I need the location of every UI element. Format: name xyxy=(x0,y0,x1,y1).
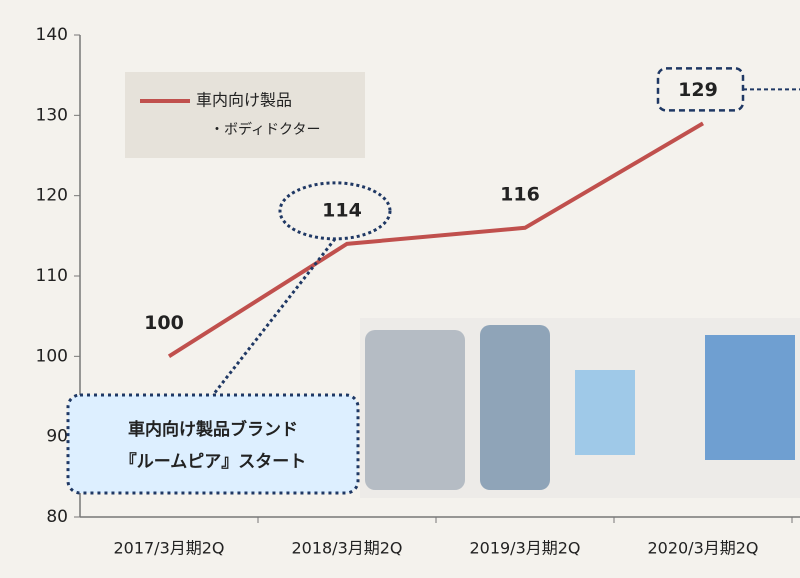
x-tick-label: 2019/3月期2Q xyxy=(469,539,580,558)
y-tick-label: 100 xyxy=(36,346,68,366)
legend-note: ・ボディドクター xyxy=(210,121,320,138)
annotation-box xyxy=(66,393,360,495)
y-tick-label: 120 xyxy=(36,186,68,206)
product-image xyxy=(480,325,550,490)
y-tick-label: 140 xyxy=(36,25,68,45)
y-tick-label: 90 xyxy=(46,427,68,447)
product-image xyxy=(365,330,465,490)
annotation-line: 車内向け製品ブランド xyxy=(128,419,298,440)
y-tick-label: 110 xyxy=(36,266,68,286)
data-label: 129 xyxy=(678,79,718,101)
data-label: 100 xyxy=(144,312,184,334)
x-tick-label: 2020/3月期2Q xyxy=(647,539,758,558)
y-tick-label: 80 xyxy=(46,507,68,527)
product-image xyxy=(705,335,795,460)
x-tick-label: 2018/3月期2Q xyxy=(291,539,402,558)
x-tick-label: 2017/3月期2Q xyxy=(113,539,224,558)
data-label: 114 xyxy=(322,199,362,221)
series-line xyxy=(167,121,705,359)
plot: 80 90 100 110 120 130 140 2017/3月期2Q 2018/3月期2Q 2… xyxy=(36,25,800,558)
annotation-line: 『ルームピア』スタート xyxy=(120,451,307,472)
legend-label: 車内向け製品 xyxy=(196,91,292,110)
data-label: 116 xyxy=(500,183,540,205)
product-image xyxy=(575,370,635,455)
y-tick-label: 130 xyxy=(36,105,68,125)
legend-box xyxy=(125,72,365,158)
